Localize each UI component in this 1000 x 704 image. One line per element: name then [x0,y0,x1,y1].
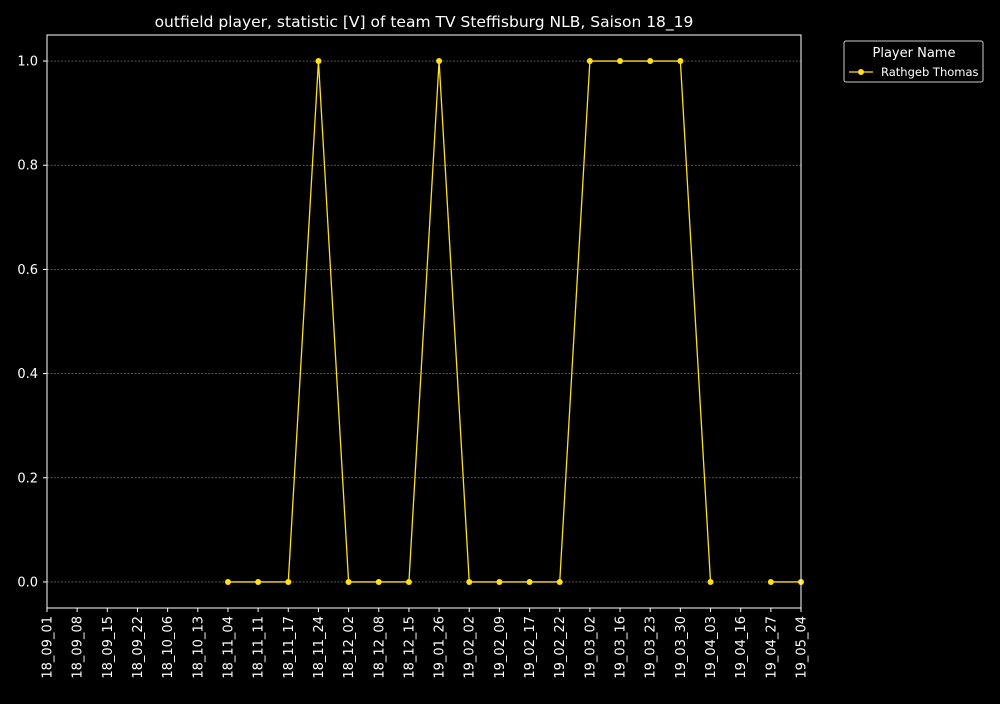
x-tick-label: 18_12_15 [402,616,417,679]
data-point [345,578,352,585]
chart-title: outfield player, statistic [V] of team T… [155,13,694,32]
data-point [224,578,231,585]
x-tick-label: 19_02_09 [493,616,508,679]
x-tick-label: 19_05_04 [795,616,810,679]
y-tick-label: 0.6 [17,263,38,278]
x-tick-label: 19_03_02 [583,616,598,679]
legend: Player Name Rathgeb Thomas [843,40,984,83]
x-tick-label: 19_03_16 [614,616,629,679]
x-tick-label: 18_10_06 [161,616,176,679]
x-tick-label: 18_09_01 [41,616,56,679]
legend-series-marker [858,69,864,75]
y-tick-label: 0.8 [17,159,38,174]
x-tick-label: 18_11_24 [312,616,327,679]
series-line [227,60,712,583]
legend-title: Player Name [873,46,956,61]
data-point [647,58,654,65]
series-layer [224,58,804,585]
x-tick-label: 18_12_02 [342,616,357,679]
data-point [315,58,322,65]
data-point [556,578,563,585]
data-point [375,578,382,585]
x-tick-label: 19_01_26 [433,616,448,679]
x-tick-label: 18_10_13 [191,616,206,679]
data-point [285,578,292,585]
x-tick-label: 18_09_08 [71,616,86,679]
data-point [436,58,443,65]
x-tick-label: 18_11_17 [282,616,297,679]
x-tick-label: 19_02_22 [553,616,568,679]
legend-series-label: Rathgeb Thomas [881,65,979,79]
x-tick-label: 18_09_22 [131,616,146,679]
data-point [617,58,624,65]
x-tick-label: 19_02_02 [463,616,478,679]
data-point [496,578,503,585]
x-tick-label: 19_03_23 [644,616,659,679]
plot-frame [46,34,802,609]
x-tick-label: 18_11_11 [252,616,267,679]
axes: 0.0 0.2 0.4 0.6 0.8 1.0 18_09_01 18_09_08 18_09_… [17,55,809,679]
x-tick-label: 18_11_04 [221,616,236,679]
data-point [255,578,262,585]
data-point [767,578,774,585]
data-point [707,578,714,585]
data-point [405,578,412,585]
x-tick-label: 19_02_17 [523,616,538,679]
x-tick-label: 18_09_15 [101,616,116,679]
y-tick-label: 0.0 [17,575,38,590]
data-point [526,578,533,585]
x-tick-label: 19_04_16 [734,616,749,679]
y-tick-label: 1.0 [17,55,38,70]
x-tick-label: 18_12_08 [372,616,387,679]
data-point [677,58,684,65]
x-tick-label: 19_04_03 [704,616,719,679]
y-tick-label: 0.2 [17,471,38,486]
legend-box [843,40,984,83]
x-tick-label: 19_04_27 [764,616,779,679]
x-tick-label: 19_03_30 [674,616,689,679]
data-point [466,578,473,585]
data-point [586,58,593,65]
y-tick-label: 0.4 [17,367,38,382]
